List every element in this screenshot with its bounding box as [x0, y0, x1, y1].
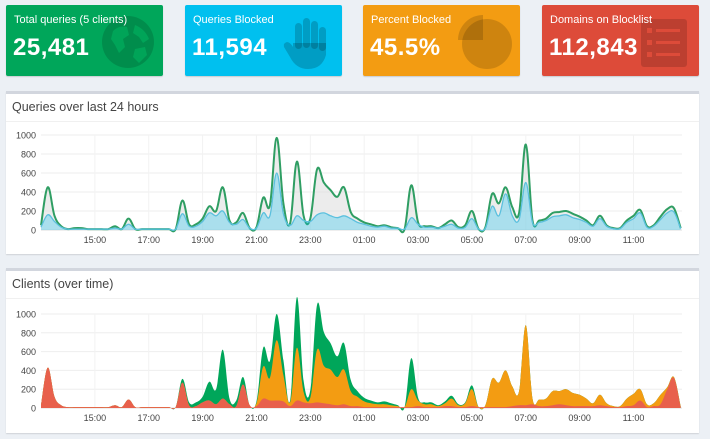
x-tick-label: 15:00: [84, 235, 107, 245]
x-tick-label: 17:00: [137, 413, 160, 423]
panel-divider: [6, 298, 699, 299]
x-tick-label: 07:00: [515, 413, 538, 423]
domains-blocklist-value: 112,843: [549, 34, 638, 61]
y-tick-label: 0: [31, 404, 36, 414]
hand-icon: [283, 18, 326, 69]
y-tick-label: 200: [21, 207, 36, 217]
x-tick-label: 03:00: [407, 235, 430, 245]
x-tick-label: 19:00: [191, 413, 214, 423]
total-queries-value: 25,481: [13, 34, 90, 61]
y-tick-label: 1000: [16, 310, 36, 320]
series-line-total: [40, 136, 682, 234]
y-tick-label: 0: [31, 226, 36, 236]
x-tick-label: 01:00: [353, 235, 376, 245]
y-tick-label: 800: [21, 328, 36, 338]
total-queries-label: Total queries (5 clients): [14, 14, 128, 26]
x-tick-label: 17:00: [137, 235, 160, 245]
x-tick-label: 23:00: [299, 235, 322, 245]
client-series-area-1: [41, 325, 681, 410]
percent-blocked-value: 45.5%: [370, 34, 441, 61]
y-tick-label: 400: [21, 366, 36, 376]
y-tick-label: 1000: [16, 131, 36, 141]
y-tick-label: 400: [21, 188, 36, 198]
queries-blocked-value: 11,594: [192, 34, 268, 61]
x-tick-label: 03:00: [407, 413, 430, 423]
x-tick-label: 01:00: [353, 413, 376, 423]
x-tick-label: 15:00: [84, 413, 107, 423]
x-tick-label: 11:00: [623, 413, 645, 423]
x-tick-label: 05:00: [461, 235, 484, 245]
panel-divider: [6, 121, 699, 122]
y-tick-label: 200: [21, 385, 36, 395]
queries-chart[interactable]: 0 200 400 600 800 1000 15:00 17:00 19:00 21:00 23:…: [6, 94, 699, 254]
percent-blocked-box: Percent Blocked 45.5%: [363, 5, 520, 76]
x-tick-label: 07:00: [515, 235, 538, 245]
x-tick-label: 09:00: [568, 413, 591, 423]
x-tick-label: 23:00: [299, 413, 322, 423]
y-tick-label: 600: [21, 347, 36, 357]
queries-blocked-label: Queries Blocked: [193, 14, 274, 26]
series-line-blocked: [40, 172, 682, 232]
domains-blocklist-label: Domains on Blocklist: [550, 14, 653, 26]
series-area-total: [41, 137, 681, 233]
y-tick-label: 600: [21, 169, 36, 179]
queries-blocked-box: Queries Blocked 11,594: [185, 5, 342, 76]
x-tick-label: 21:00: [245, 413, 268, 423]
clients-over-time-panel: Clients (over time) 0 200 400 600 800 1000 15:…: [6, 268, 699, 433]
x-tick-label: 09:00: [568, 235, 591, 245]
globe-icon: [102, 16, 154, 68]
clients-chart[interactable]: 0 200 400 600 800 1000 15:00 17:00 19:00 21:00 23:…: [6, 271, 699, 433]
queries-panel-title: Queries over last 24 hours: [12, 100, 159, 114]
queries-over-time-panel: Queries over last 24 hours 0 200 400 600 800…: [6, 91, 699, 254]
x-tick-label: 19:00: [191, 235, 214, 245]
x-tick-label: 05:00: [461, 413, 484, 423]
clients-panel-title: Clients (over time): [12, 277, 114, 291]
list-icon: [641, 19, 687, 67]
pie-chart-icon: [458, 15, 512, 69]
x-tick-label: 11:00: [623, 235, 645, 245]
y-tick-label: 800: [21, 150, 36, 160]
series-area-blocked: [41, 172, 681, 231]
x-tick-label: 21:00: [245, 235, 268, 245]
total-queries-box: Total queries (5 clients) 25,481: [6, 5, 163, 76]
domains-blocklist-box: Domains on Blocklist 112,843: [542, 5, 699, 76]
percent-blocked-label: Percent Blocked: [371, 14, 452, 26]
